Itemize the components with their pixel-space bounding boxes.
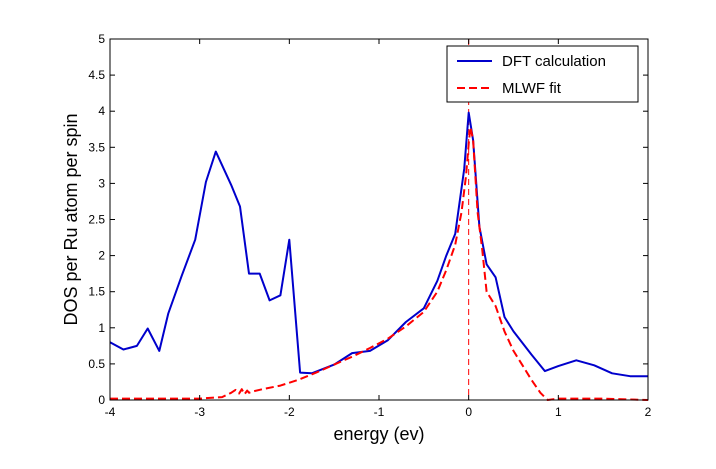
x-tick-label: 1 <box>555 405 562 419</box>
x-tick-label: -2 <box>284 405 295 419</box>
legend-label: MLWF fit <box>502 80 562 97</box>
series-line-mlwf-fit <box>110 126 649 401</box>
legend-box <box>446 45 639 103</box>
y-tick-label: 0.5 <box>88 357 105 371</box>
ticks-layer: -4 -3 -2 -1 0 1 2 0 0.5 1 1.5 2 2.5 3 3.5 4 4.5 5 <box>88 32 651 419</box>
y-tick-label: 5 <box>98 32 105 46</box>
x-tick-label: -4 <box>105 405 116 419</box>
y-tick-label: 3.5 <box>88 140 105 154</box>
y-tick-label: 4 <box>98 104 105 118</box>
legend-label: DFT calculation <box>502 53 606 70</box>
y-tick-label: 1 <box>98 321 105 335</box>
y-axis-label: DOS per Ru atom per spin <box>61 113 81 325</box>
y-tick-label: 0 <box>98 393 105 407</box>
x-tick-label: -1 <box>374 405 385 419</box>
y-tick-label: 2 <box>98 249 105 263</box>
y-tick-label: 3 <box>98 176 105 190</box>
y-tick-label: 4.5 <box>88 68 105 82</box>
x-tick-label: -3 <box>194 405 205 419</box>
y-tick-label: 2.5 <box>88 213 105 227</box>
x-tick-label: 0 <box>465 405 472 419</box>
y-tick-label: 1.5 <box>88 285 105 299</box>
x-tick-label: 2 <box>645 405 652 419</box>
legend: DFT calculation MLWF fit <box>446 45 639 103</box>
series-line-dft-calculation <box>109 111 648 378</box>
x-axis-label: energy (ev) <box>333 424 424 444</box>
